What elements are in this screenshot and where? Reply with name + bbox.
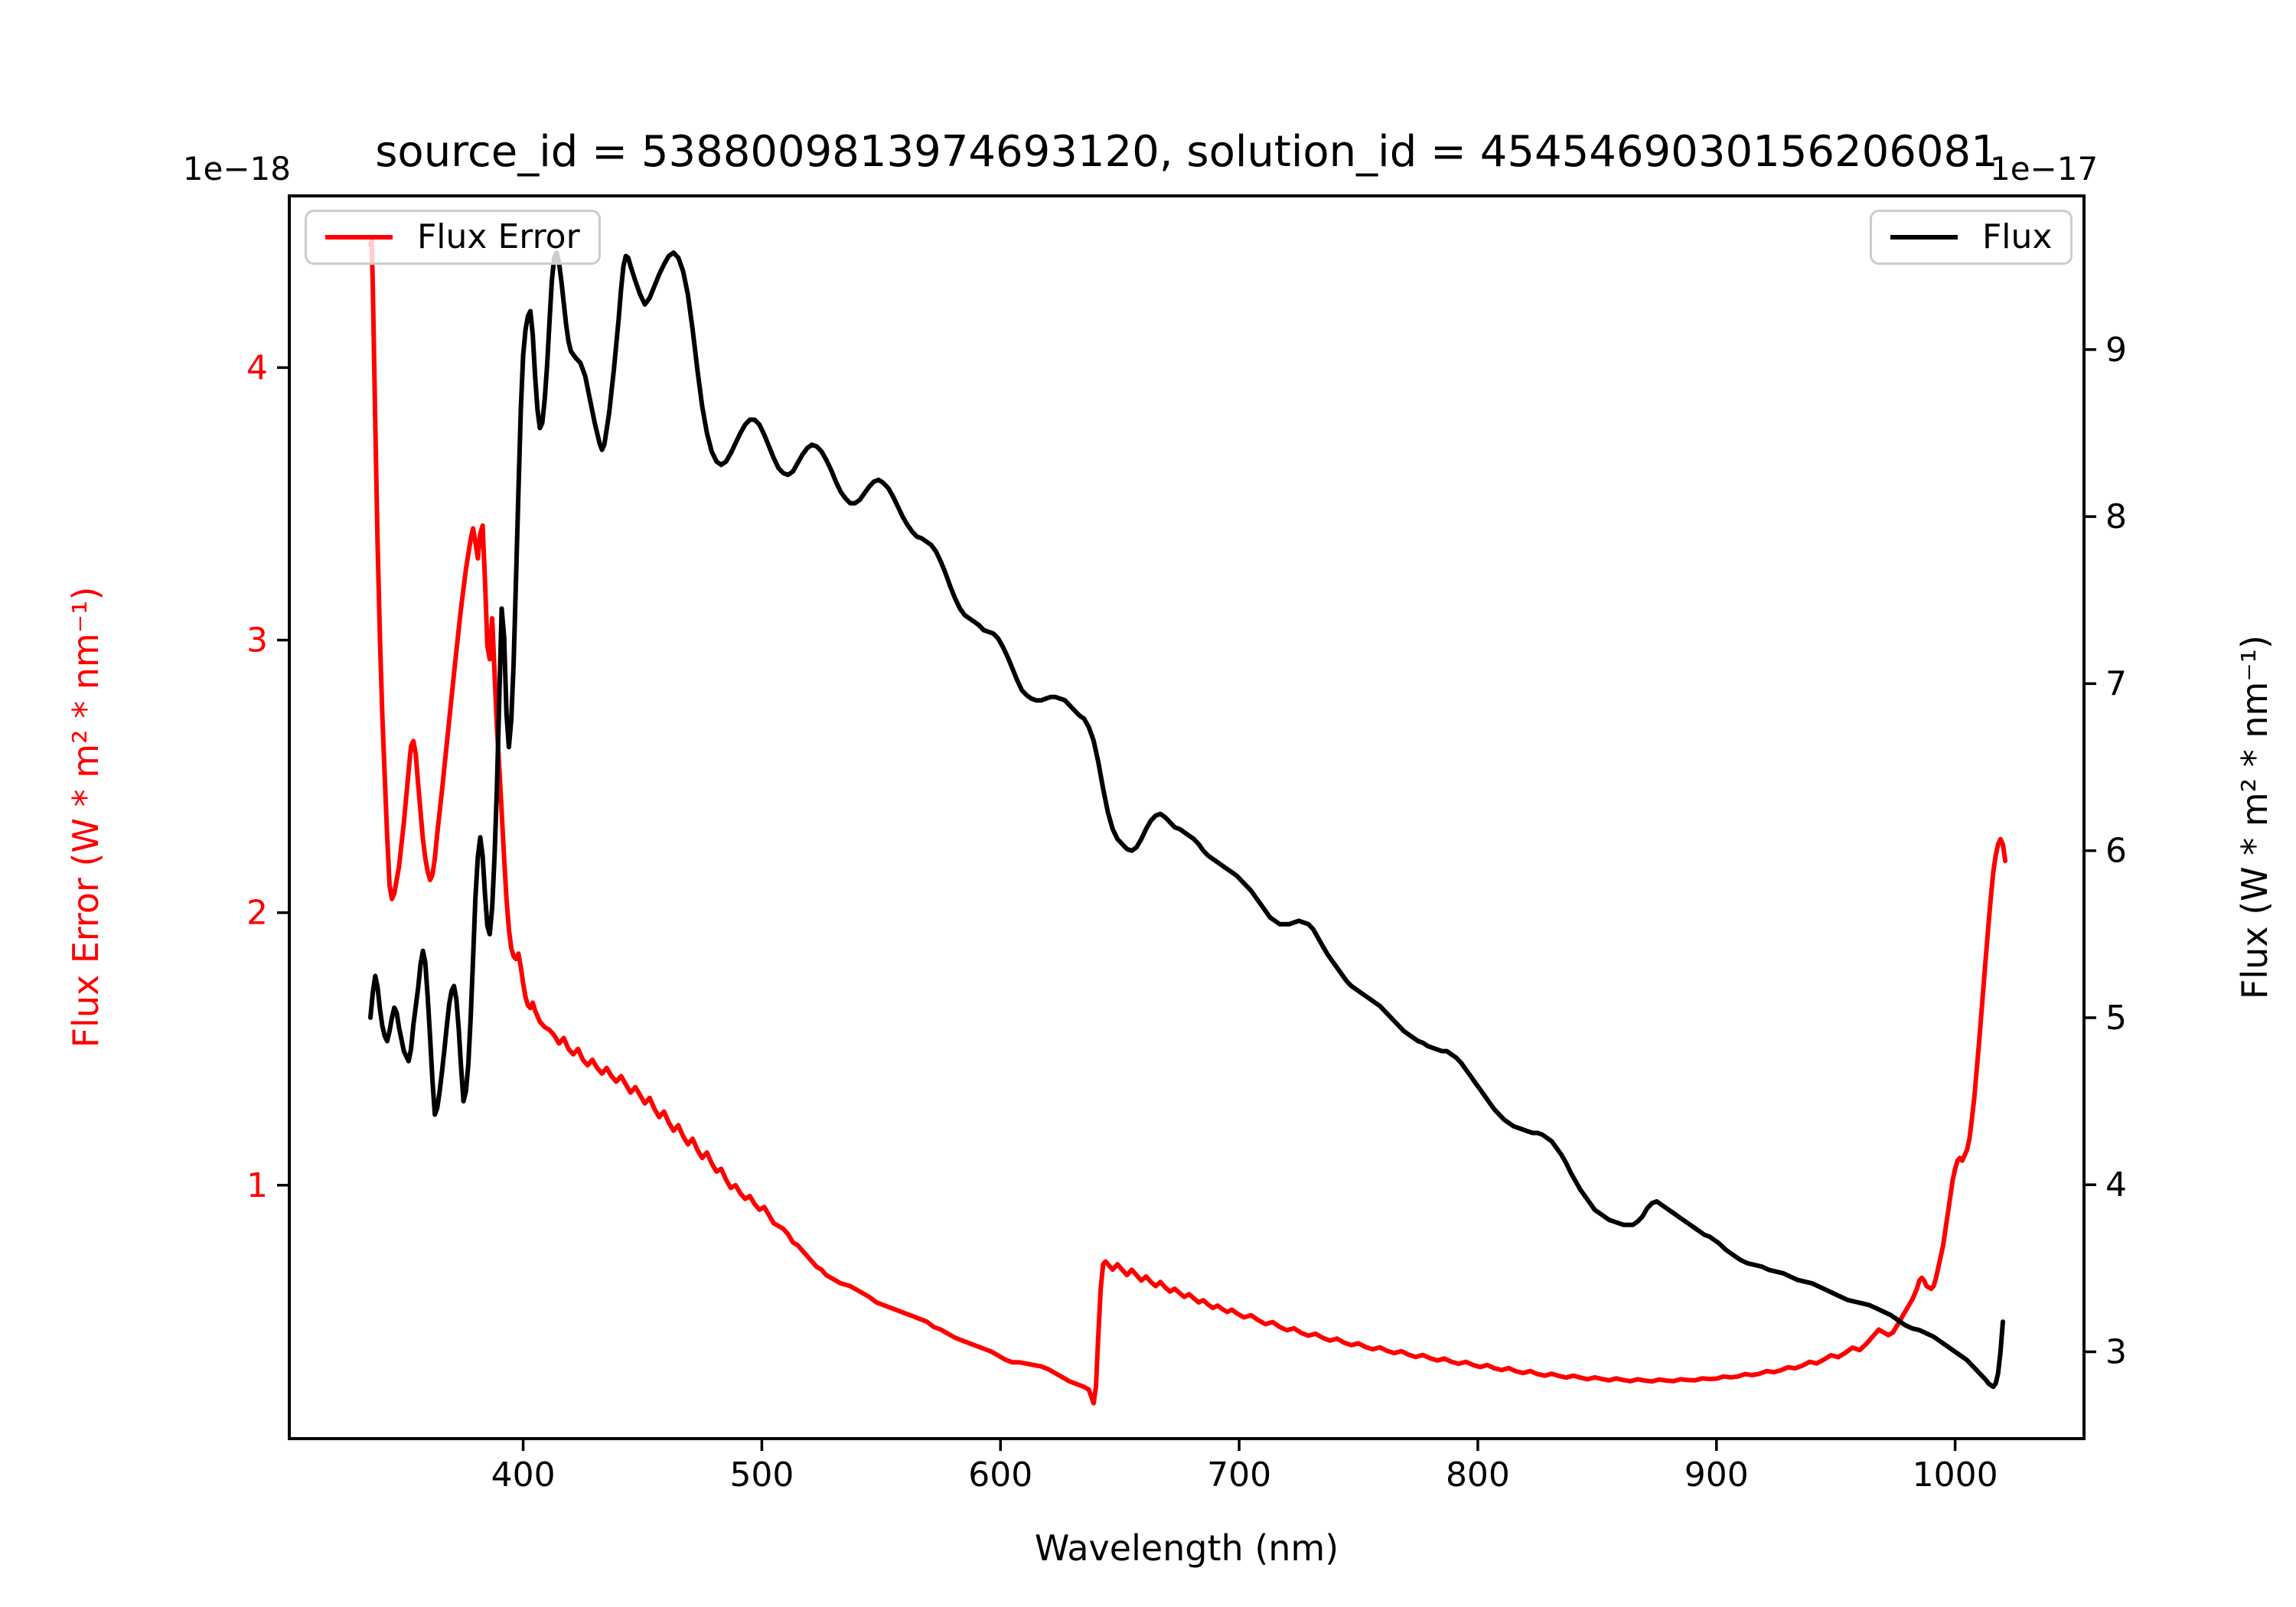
x-tick-label: 700	[1207, 1455, 1271, 1495]
right-y-tick-label: 4	[2105, 1165, 2127, 1204]
axis-ticks	[277, 348, 2096, 1451]
series-line-flux	[368, 250, 2005, 1390]
legend-flux-label: Flux	[1982, 217, 2053, 256]
right-y-tick-label: 3	[2105, 1332, 2127, 1371]
right-y-tick-label: 7	[2105, 664, 2127, 703]
x-tick-label: 1000	[1913, 1455, 1998, 1495]
x-tick-label: 800	[1446, 1455, 1510, 1495]
series-lines	[368, 237, 2008, 1406]
left-axis-offset-label: 1e−18	[182, 150, 291, 187]
x-axis-label: Wavelength (nm)	[1034, 1527, 1339, 1569]
axes-frame	[288, 194, 2086, 1440]
chart-title: source_id = 5388009813974693120, solutio…	[375, 127, 1998, 177]
series-line-flux-error	[368, 237, 2008, 1406]
legend-flux-error: Flux Error	[305, 210, 601, 265]
x-tick-label: 900	[1684, 1455, 1749, 1495]
left-y-tick-label: 1	[246, 1166, 268, 1205]
right-y-tick-label: 9	[2105, 331, 2127, 370]
left-y-tick-label: 3	[246, 621, 268, 660]
legend-flux-error-label: Flux Error	[417, 217, 580, 256]
legend-flux: Flux	[1870, 210, 2073, 265]
x-tick-label: 600	[968, 1455, 1032, 1495]
left-y-tick-label: 2	[246, 894, 268, 933]
axis-tick-labels: 400 500 600 700 800 900 1000 1 2 3 4 3 4 5 6 7 8 9	[246, 331, 2127, 1495]
right-axis-offset-label: 1e−17	[1990, 150, 2099, 187]
left-y-tick-label: 4	[246, 348, 268, 387]
right-y-tick-label: 8	[2105, 497, 2127, 536]
flux-error-line-sample-icon	[325, 235, 393, 240]
right-y-tick-label: 5	[2105, 999, 2127, 1038]
x-tick-label: 400	[491, 1455, 556, 1495]
right-y-tick-label: 6	[2105, 832, 2127, 871]
flux-line-sample-icon	[1890, 235, 1958, 240]
x-tick-label: 500	[729, 1455, 794, 1495]
